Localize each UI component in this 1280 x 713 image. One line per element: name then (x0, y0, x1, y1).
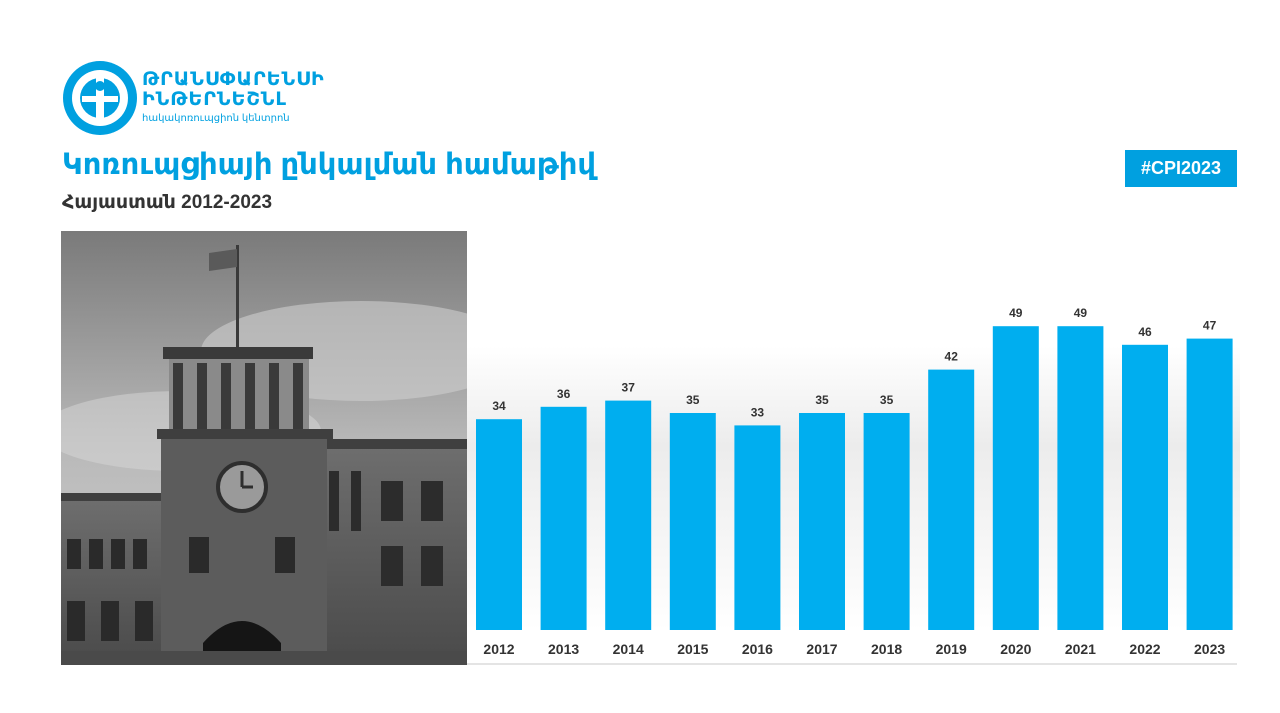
data-label-2015: 35 (686, 393, 700, 407)
data-label-2022: 46 (1138, 325, 1152, 339)
x-tick-label-2013: 2013 (548, 641, 579, 657)
x-tick-label-2016: 2016 (742, 641, 773, 657)
x-tick-label-2020: 2020 (1000, 641, 1031, 657)
logo-org-tagline: հակակոռուպցիոն կենտրոն (142, 113, 290, 124)
x-tick-label-2019: 2019 (936, 641, 967, 657)
bar-2013 (540, 406, 587, 630)
data-label-2018: 35 (880, 393, 894, 407)
building-illustration (61, 231, 467, 665)
x-tick-label-2012: 2012 (483, 641, 514, 657)
data-label-2023: 47 (1203, 319, 1217, 333)
bar-2021 (1057, 326, 1104, 630)
chart-background (467, 346, 1240, 631)
data-label-2017: 35 (815, 393, 829, 407)
chart-canvas: 34 2012 36 2013 37 2014 35 2015 33 2016 35 2017 35 20… (467, 306, 1240, 665)
logo-org-name-line1: ԹՐԱՆՍՓԱՐԵՆՍԻ (142, 69, 325, 90)
hashtag-badge: #CPI2023 (1125, 150, 1237, 187)
data-label-2019: 42 (945, 350, 959, 364)
data-label-2012: 34 (492, 399, 506, 413)
x-tick-label-2015: 2015 (677, 641, 708, 657)
x-tick-label-2022: 2022 (1129, 641, 1160, 657)
cpi-bar-chart: 34 2012 36 2013 37 2014 35 2015 33 2016 35 2017 35 20… (467, 231, 1240, 671)
page-title: Կոռուպցիայի ընկալման համաթիվ (62, 149, 597, 181)
x-tick-label-2017: 2017 (806, 641, 837, 657)
x-tick-label-2018: 2018 (871, 641, 902, 657)
bar-2014 (605, 400, 652, 630)
logo-text: ԹՐԱՆՍՓԱՐԵՆՍԻ ԻՆԹԵՐՆԵՇՆԼ հակակոռուպցիոն կ… (142, 70, 325, 126)
bar-2020 (992, 326, 1039, 630)
bar-2023 (1186, 338, 1233, 630)
bar-2015 (669, 413, 716, 630)
logo-icon (63, 61, 137, 135)
data-label-2014: 37 (622, 381, 636, 395)
bar-2022 (1122, 344, 1168, 630)
page-subtitle: Հայաստան 2012-2023 (62, 192, 273, 213)
data-label-2016: 33 (751, 405, 765, 419)
bar-2017 (799, 413, 845, 630)
building-photo (61, 231, 467, 665)
logo-org-name-line2: ԻՆԹԵՐՆԵՇՆԼ (142, 89, 287, 110)
x-tick-label-2023: 2023 (1194, 641, 1225, 657)
data-label-2021: 49 (1074, 306, 1088, 320)
data-label-2013: 36 (557, 387, 571, 401)
bar-2012 (476, 419, 522, 630)
x-tick-label-2014: 2014 (613, 641, 644, 657)
data-label-2020: 49 (1009, 306, 1023, 320)
x-tick-label-2021: 2021 (1065, 641, 1096, 657)
bar-2019 (928, 369, 975, 630)
bar-2018 (863, 413, 910, 630)
bar-2016 (734, 425, 781, 630)
logo: ԹՐԱՆՍՓԱՐԵՆՍԻ ԻՆԹԵՐՆԵՇՆԼ հակակոռուպցիոն կ… (62, 60, 342, 138)
